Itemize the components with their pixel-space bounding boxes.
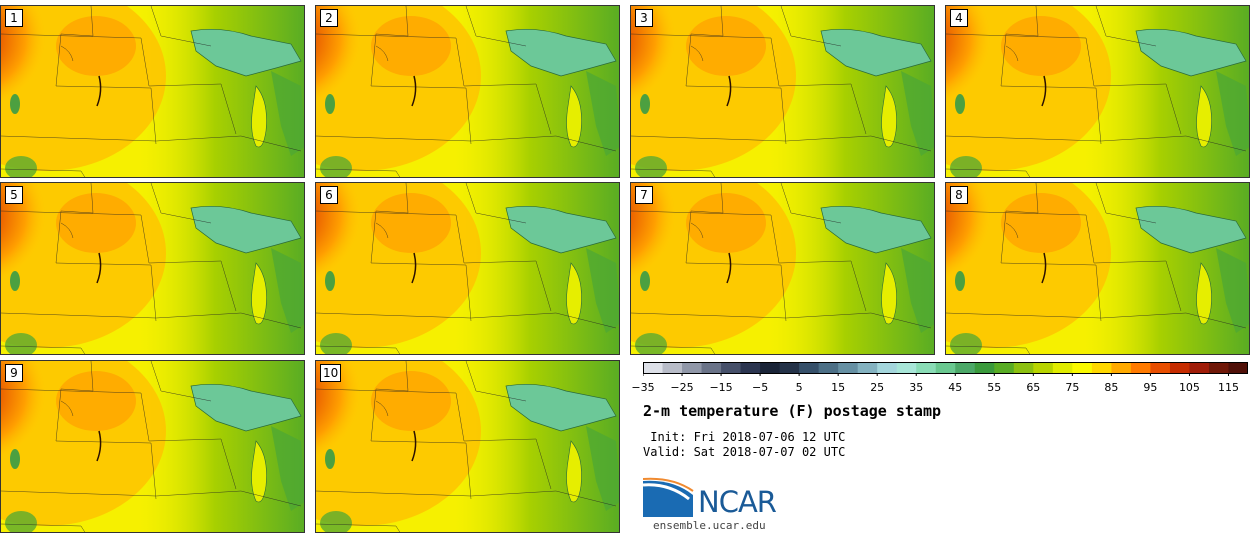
colorbar-tick-label: 105: [1178, 381, 1200, 394]
colorbar-tick-label: 5: [795, 381, 803, 394]
colorbar-segment: [955, 362, 976, 374]
colorbar-tick-label: −35: [631, 381, 655, 394]
colorbar-segment: [935, 362, 956, 374]
valid-time: Valid: Sat 2018-07-07 02 UTC: [643, 445, 846, 459]
colorbar-segment: [818, 362, 839, 374]
map-panel-1: 1: [0, 5, 305, 178]
colorbar-segment: [740, 362, 761, 374]
colorbar-segment: [838, 362, 859, 374]
map-panel-7: 7: [630, 182, 935, 355]
temperature-map: [1, 183, 304, 354]
colorbar-segment: [643, 362, 664, 374]
temperature-map: [946, 183, 1249, 354]
colorbar-segment: [682, 362, 703, 374]
panel-number-label: 9: [5, 364, 23, 382]
colorbar-segment: [1130, 362, 1151, 374]
colorbar-tick-label: 55: [987, 381, 1002, 394]
colorbar-tick-label: 45: [948, 381, 963, 394]
panel-number-label: 4: [950, 9, 968, 27]
colorbar-segment: [779, 362, 800, 374]
colorbar-segment: [1228, 362, 1248, 374]
panel-number-label: 1: [5, 9, 23, 27]
site-url: ensemble.ucar.edu: [653, 519, 766, 532]
init-time: Init: Fri 2018-07-06 12 UTC: [643, 430, 846, 444]
colorbar-tick-label: 25: [870, 381, 885, 394]
colorbar-segment: [662, 362, 683, 374]
map-panel-6: 6: [315, 182, 620, 355]
map-panel-9: 9: [0, 360, 305, 533]
colorbar-segment: [1091, 362, 1112, 374]
panel-number-label: 10: [320, 364, 342, 382]
temperature-map: [316, 361, 619, 532]
colorbar-segment: [760, 362, 781, 374]
map-panel-5: 5: [0, 182, 305, 355]
colorbar-segment: [896, 362, 917, 374]
map-panel-8: 8: [945, 182, 1250, 355]
map-panel-3: 3: [630, 5, 935, 178]
colorbar-segment: [857, 362, 878, 374]
map-panel-4: 4: [945, 5, 1250, 178]
colorbar-tick-label: 15: [831, 381, 846, 394]
colorbar-tick-label: 95: [1143, 381, 1158, 394]
colorbar-tick-label: −25: [670, 381, 694, 394]
colorbar-segment: [994, 362, 1015, 374]
map-panel-2: 2: [315, 5, 620, 178]
temperature-map: [1, 361, 304, 532]
colorbar-segment: [1033, 362, 1054, 374]
chart-title: 2-m temperature (F) postage stamp: [643, 402, 942, 420]
panel-number-label: 8: [950, 186, 968, 204]
colorbar-tick-label: −5: [751, 381, 769, 394]
colorbar-tick-label: 85: [1104, 381, 1119, 394]
panel-number-label: 6: [320, 186, 338, 204]
colorbar-segment: [1072, 362, 1093, 374]
temperature-map: [1, 6, 304, 177]
colorbar-tick-label: 115: [1217, 381, 1239, 394]
colorbar-segment: [1169, 362, 1190, 374]
panel-number-label: 3: [635, 9, 653, 27]
ncar-logo-text: NCAR: [698, 485, 777, 519]
colorbar: [643, 362, 1248, 376]
temperature-map: [316, 6, 619, 177]
colorbar-segment: [1208, 362, 1229, 374]
colorbar-segment: [1189, 362, 1210, 374]
colorbar-segment: [974, 362, 995, 374]
colorbar-segment: [916, 362, 937, 374]
ncar-logo-icon: [643, 477, 694, 517]
panel-number-label: 5: [5, 186, 23, 204]
colorbar-segment: [799, 362, 820, 374]
colorbar-segment: [877, 362, 898, 374]
colorbar-tick-label: 65: [1026, 381, 1041, 394]
colorbar-tick-label: 35: [909, 381, 924, 394]
colorbar-tick-label: 75: [1065, 381, 1080, 394]
temperature-map: [946, 6, 1249, 177]
temperature-map: [316, 183, 619, 354]
map-panel-10: 10: [315, 360, 620, 533]
temperature-map: [631, 6, 934, 177]
panel-number-label: 7: [635, 186, 653, 204]
temperature-map: [631, 183, 934, 354]
colorbar-segment: [721, 362, 742, 374]
colorbar-segment: [1013, 362, 1034, 374]
colorbar-segment: [1150, 362, 1171, 374]
panel-number-label: 2: [320, 9, 338, 27]
colorbar-segment: [701, 362, 722, 374]
colorbar-segment: [1111, 362, 1132, 374]
colorbar-segment: [1052, 362, 1073, 374]
colorbar-tick-label: −15: [709, 381, 733, 394]
